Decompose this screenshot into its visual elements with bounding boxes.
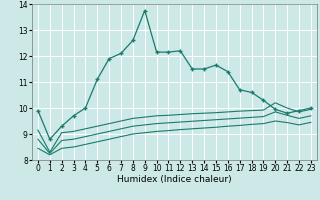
- X-axis label: Humidex (Indice chaleur): Humidex (Indice chaleur): [117, 175, 232, 184]
